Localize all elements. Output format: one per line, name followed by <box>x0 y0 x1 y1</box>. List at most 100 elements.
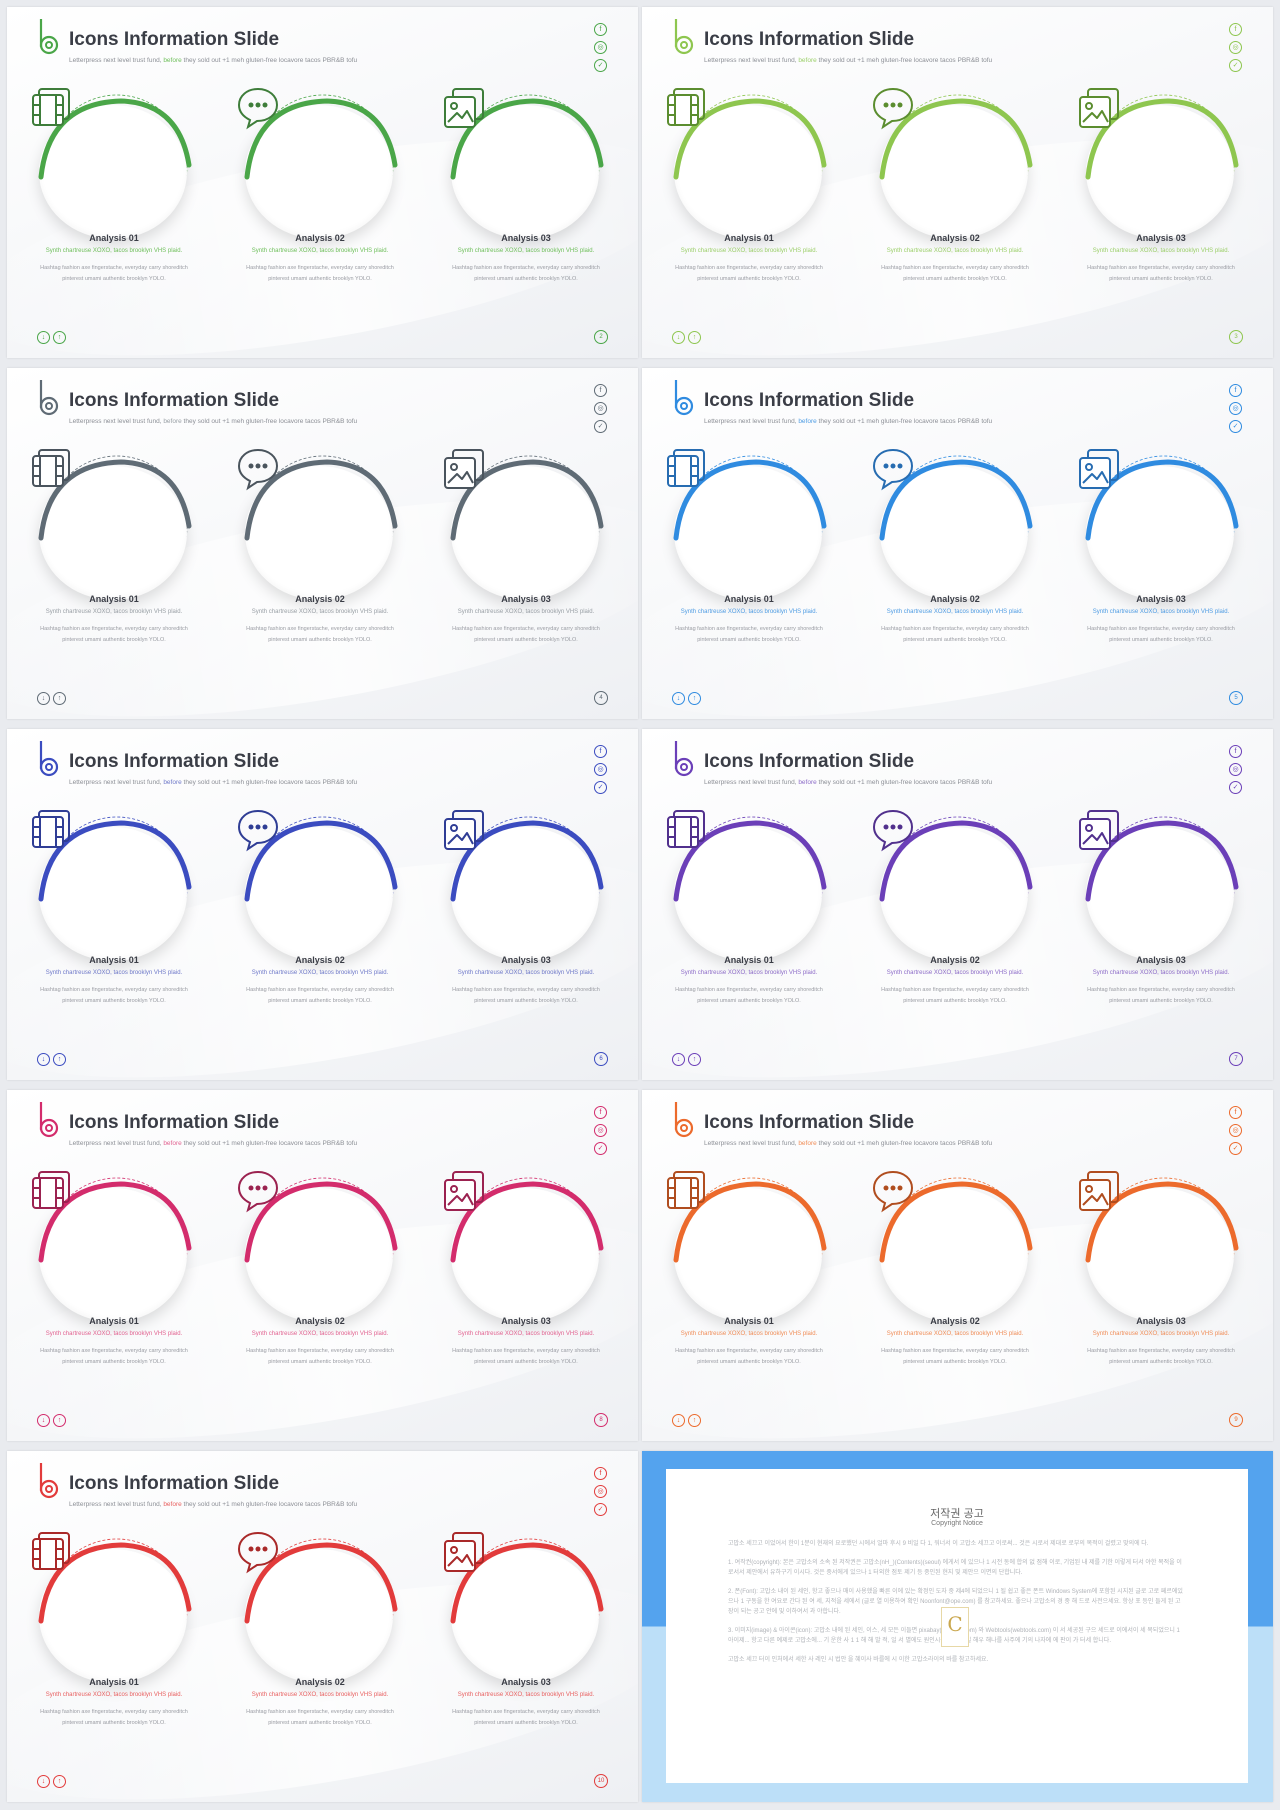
facebook-icon[interactable]: f <box>1229 745 1242 758</box>
instagram-icon[interactable]: ◎ <box>1229 1124 1242 1137</box>
slide-subtitle: Letterpress next level trust fund, befor… <box>69 418 357 425</box>
instagram-icon[interactable]: ◎ <box>594 763 607 776</box>
analysis-items: Analysis 01 Synth chartreuse XOXO, tacos… <box>29 807 617 1037</box>
social-links: f ◎ ✓ <box>1229 23 1243 77</box>
facebook-icon[interactable]: f <box>594 1106 607 1119</box>
arrow-down-icon[interactable]: ↓ <box>672 1414 685 1427</box>
arrow-down-icon[interactable]: ↓ <box>672 331 685 344</box>
arrow-down-icon[interactable]: ↓ <box>37 331 50 344</box>
circle-graphic <box>870 807 1040 977</box>
image-gallery-icon <box>1079 1171 1119 1211</box>
facebook-icon[interactable]: f <box>1229 1106 1242 1119</box>
twitter-icon[interactable]: ✓ <box>594 420 607 433</box>
accent-arc-icon <box>1085 1181 1239 1263</box>
subtitle-text: they sold out +1 meh gluten-free locavor… <box>181 418 358 425</box>
twitter-icon[interactable]: ✓ <box>594 1142 607 1155</box>
instagram-icon[interactable]: ◎ <box>594 1485 607 1498</box>
accent-arc-icon <box>244 820 398 902</box>
facebook-icon[interactable]: f <box>594 745 607 758</box>
slide-title: Icons Information Slide <box>704 751 915 772</box>
accent-arc-icon <box>879 820 1033 902</box>
facebook-icon[interactable]: f <box>1229 384 1242 397</box>
item-tagline: Synth chartreuse XOXO, tacos brooklyn VH… <box>45 248 183 254</box>
twitter-icon[interactable]: ✓ <box>1229 1142 1242 1155</box>
copyright-logo-icon: C <box>941 1607 969 1647</box>
instagram-icon[interactable]: ◎ <box>1229 763 1242 776</box>
copyright-notice-slide[interactable]: 저작권 공고 Copyright Notice 고맙소 세끄고 이었어서 한이 … <box>642 1451 1273 1802</box>
slide-thumbnail[interactable]: Icons Information Slide Letterpress next… <box>7 368 638 719</box>
arrow-up-icon[interactable]: ↑ <box>688 1053 701 1066</box>
slide-thumbnail[interactable]: Icons Information Slide Letterpress next… <box>642 729 1273 1080</box>
page-number: 4 <box>594 691 608 705</box>
accent-arc-icon <box>1085 459 1239 541</box>
twitter-icon[interactable]: ✓ <box>594 59 607 72</box>
slide-thumbnail[interactable]: Icons Information Slide Letterpress next… <box>642 7 1273 358</box>
slide-title: Icons Information Slide <box>704 390 915 411</box>
item-title: Analysis 03 <box>501 233 551 243</box>
twitter-icon[interactable]: ✓ <box>1229 420 1242 433</box>
arrow-down-icon[interactable]: ↓ <box>37 692 50 705</box>
slide-thumbnail[interactable]: Icons Information Slide Letterpress next… <box>7 7 638 358</box>
film-strip-icon <box>32 449 70 487</box>
analysis-item: Analysis 03 Synth chartreuse XOXO, tacos… <box>441 1168 611 1398</box>
social-links: f ◎ ✓ <box>594 1106 608 1160</box>
arrow-up-icon[interactable]: ↑ <box>53 331 66 344</box>
facebook-icon[interactable]: f <box>594 1467 607 1480</box>
image-gallery-icon <box>444 1171 484 1211</box>
twitter-icon[interactable]: ✓ <box>594 1503 607 1516</box>
slide-thumbnail[interactable]: Icons Information Slide Letterpress next… <box>642 1090 1273 1441</box>
slide-thumbnail[interactable]: Icons Information Slide Letterpress next… <box>7 1451 638 1802</box>
item-tagline: Synth chartreuse XOXO, tacos brooklyn VH… <box>680 248 818 254</box>
arrow-up-icon[interactable]: ↑ <box>53 1775 66 1788</box>
arrow-up-icon[interactable]: ↑ <box>688 1414 701 1427</box>
arrow-up-icon[interactable]: ↑ <box>53 1414 66 1427</box>
item-description: Hashtag fashion axe fingerstache, everyd… <box>452 1709 600 1726</box>
item-description: Hashtag fashion axe fingerstache, everyd… <box>452 265 600 282</box>
twitter-icon[interactable]: ✓ <box>594 781 607 794</box>
arrow-down-icon[interactable]: ↓ <box>672 1053 685 1066</box>
instagram-icon[interactable]: ◎ <box>594 41 607 54</box>
instagram-icon[interactable]: ◎ <box>1229 41 1242 54</box>
analysis-item: Analysis 01 Synth chartreuse XOXO, tacos… <box>29 1168 199 1398</box>
item-description: Hashtag fashion axe fingerstache, everyd… <box>452 626 600 643</box>
accent-arc-icon <box>879 459 1033 541</box>
item-description: Hashtag fashion axe fingerstache, everyd… <box>40 265 188 282</box>
item-title: Analysis 02 <box>930 1316 980 1326</box>
accent-arc-icon <box>673 98 827 180</box>
arrow-down-icon[interactable]: ↓ <box>37 1775 50 1788</box>
instagram-icon[interactable]: ◎ <box>594 1124 607 1137</box>
twitter-icon[interactable]: ✓ <box>1229 781 1242 794</box>
item-tagline: Synth chartreuse XOXO, tacos brooklyn VH… <box>251 609 389 615</box>
slide-thumbnail-grid: Icons Information Slide Letterpress next… <box>7 7 1273 1804</box>
circle-disc <box>39 827 187 961</box>
arrow-up-icon[interactable]: ↑ <box>53 692 66 705</box>
item-title: Analysis 02 <box>295 955 345 965</box>
instagram-icon[interactable]: ◎ <box>1229 402 1242 415</box>
slide-thumbnail[interactable]: Icons Information Slide Letterpress next… <box>7 729 638 1080</box>
circle-disc <box>451 1188 599 1322</box>
slide-navigation: ↓ ↑ <box>37 1048 69 1066</box>
circle-disc <box>1086 105 1234 239</box>
slide-thumbnail[interactable]: Icons Information Slide Letterpress next… <box>7 1090 638 1441</box>
analysis-item: Analysis 01 Synth chartreuse XOXO, tacos… <box>29 446 199 676</box>
facebook-icon[interactable]: f <box>1229 23 1242 36</box>
social-links: f ◎ ✓ <box>1229 1106 1243 1160</box>
item-title: Analysis 02 <box>930 955 980 965</box>
twitter-icon[interactable]: ✓ <box>1229 59 1242 72</box>
facebook-icon[interactable]: f <box>594 23 607 36</box>
slide-navigation: ↓ ↑ <box>37 1770 69 1788</box>
instagram-icon[interactable]: ◎ <box>594 402 607 415</box>
arrow-up-icon[interactable]: ↑ <box>53 1053 66 1066</box>
notice-paragraph: 고맙소 세끄고 이었어서 한이 1분이 현재의 요로했던 시에서 얼마 후시 9… <box>728 1541 1149 1547</box>
facebook-icon[interactable]: f <box>594 384 607 397</box>
circle-graphic <box>664 446 834 616</box>
slide-thumbnail[interactable]: Icons Information Slide Letterpress next… <box>642 368 1273 719</box>
arrow-up-icon[interactable]: ↑ <box>688 331 701 344</box>
arrow-down-icon[interactable]: ↓ <box>37 1053 50 1066</box>
item-tagline: Synth chartreuse XOXO, tacos brooklyn VH… <box>886 248 1024 254</box>
subtitle-highlight: before <box>163 779 182 786</box>
arrow-up-icon[interactable]: ↑ <box>688 692 701 705</box>
subtitle-text: Letterpress next level trust fund, <box>69 57 164 64</box>
arrow-down-icon[interactable]: ↓ <box>37 1414 50 1427</box>
arrow-down-icon[interactable]: ↓ <box>672 692 685 705</box>
